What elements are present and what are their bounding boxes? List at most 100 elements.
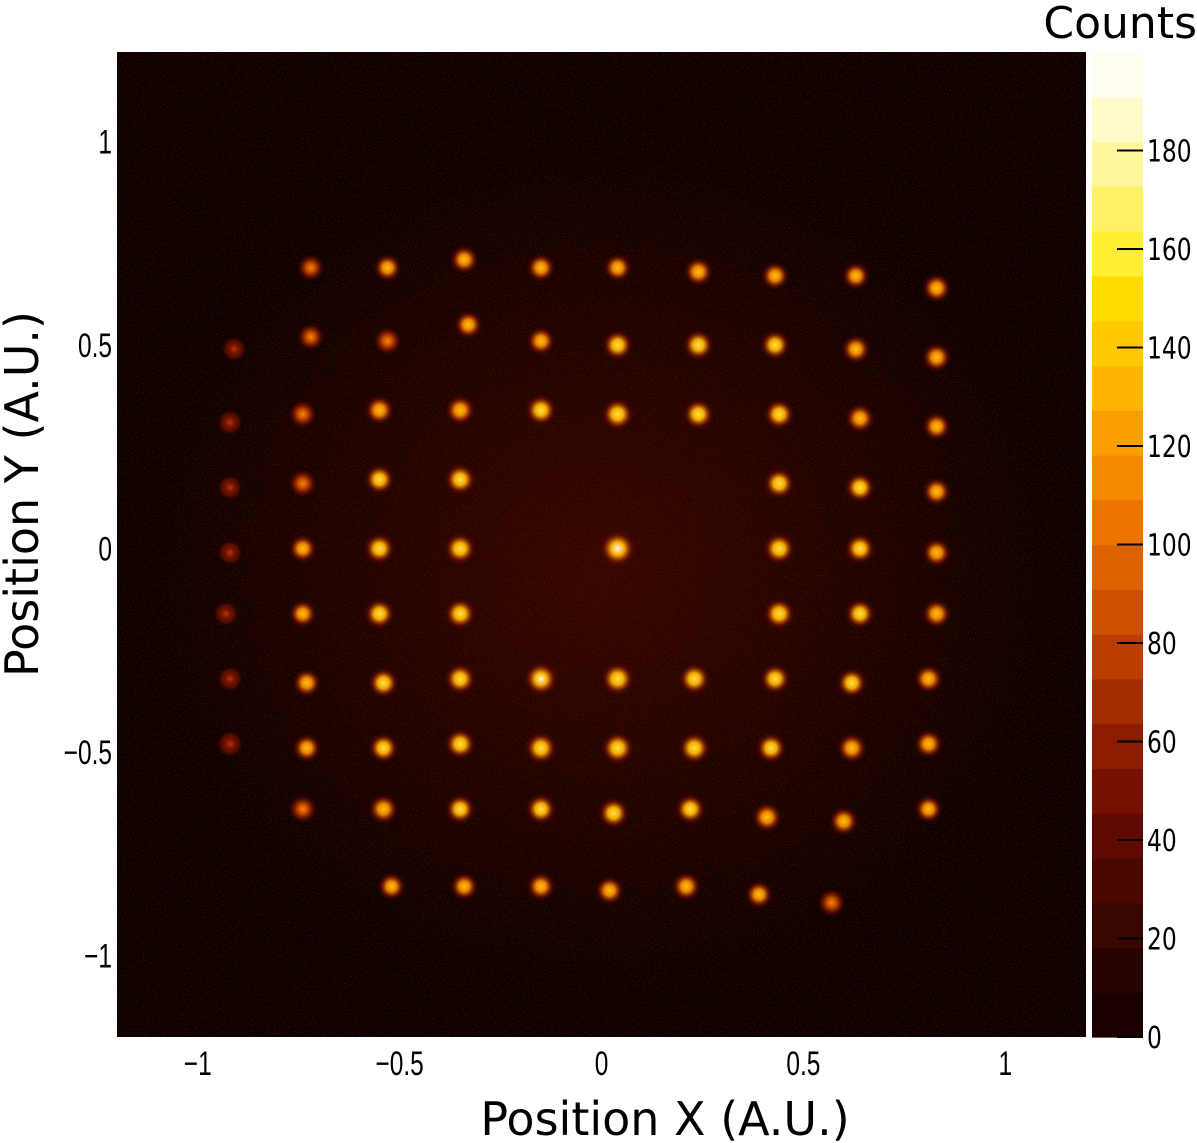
y-tick-label: 0 [98, 531, 112, 569]
spot [673, 792, 707, 826]
spot [525, 252, 557, 283]
spot [367, 793, 400, 826]
spot [921, 411, 952, 442]
spot [221, 336, 247, 362]
spot [443, 531, 478, 566]
colorbar-tick-label: 80 [1147, 627, 1177, 662]
spot [522, 660, 560, 698]
colorbar-tick-label: 160 [1147, 233, 1192, 268]
colorbar-tick-label: 120 [1147, 430, 1192, 465]
spot [921, 476, 952, 507]
spot [762, 531, 797, 566]
spot [217, 666, 243, 692]
colorbar-band [1092, 589, 1143, 635]
colorbar-band [1092, 947, 1143, 993]
spot [367, 666, 400, 700]
y-axis-title: Position Y (A.U.) [0, 311, 49, 677]
spot [448, 244, 480, 275]
spot [291, 732, 322, 764]
spot [921, 598, 953, 630]
spot [921, 537, 952, 568]
spot [843, 597, 877, 630]
spot [840, 333, 872, 365]
spot [288, 794, 318, 824]
colorbar-band [1092, 96, 1143, 143]
spot [843, 471, 877, 504]
x-tick-label: −1 [184, 1045, 212, 1083]
x-tick-label: 1 [998, 1045, 1012, 1083]
colorbar-band [1092, 768, 1143, 814]
spot [288, 399, 318, 429]
spot [217, 474, 243, 501]
spot [367, 731, 400, 765]
spot [443, 727, 477, 761]
spot [670, 870, 702, 902]
spot [213, 601, 239, 627]
spot [296, 253, 325, 282]
colorbar-tick-label: 140 [1147, 332, 1192, 367]
spot [525, 871, 557, 902]
spot [762, 596, 797, 631]
y-axis-ticks: −1 −0.5 0 0.5 1 [64, 124, 112, 976]
spot [758, 662, 792, 696]
spot [843, 532, 877, 565]
spot [602, 252, 633, 283]
colorbar-band [1092, 275, 1143, 322]
spot [372, 326, 403, 356]
colorbar-band [1092, 454, 1143, 501]
y-tick-label: 0.5 [78, 327, 112, 365]
spot [525, 325, 557, 357]
spot [677, 730, 712, 766]
colorbar-band [1092, 857, 1143, 904]
spot [296, 322, 325, 352]
spot-layer [213, 244, 953, 918]
spot [599, 661, 636, 697]
colorbar-tick-label: 0 [1147, 1021, 1162, 1056]
colorbar-band [1092, 678, 1143, 725]
colorbar: 0 20 40 60 80 100 120 140 160 180 [1092, 52, 1192, 1056]
x-axis-ticks: −1 −0.5 0 0.5 1 [184, 1045, 1012, 1083]
spot [594, 875, 625, 906]
colorbar-tick-label: 60 [1147, 726, 1177, 761]
colorbar-tick-label: 100 [1147, 529, 1192, 564]
spot [600, 730, 636, 766]
spot [835, 666, 868, 700]
spot [841, 261, 871, 291]
spot [449, 871, 480, 902]
spot [443, 596, 478, 631]
spot [523, 730, 559, 766]
spot [760, 260, 791, 291]
spot [376, 871, 407, 902]
spot [762, 397, 796, 431]
spot [835, 732, 868, 764]
colorbar-band [1092, 320, 1143, 367]
spot [921, 341, 953, 373]
colorbar-band [1092, 186, 1143, 232]
spot [453, 309, 484, 340]
spot [372, 252, 403, 283]
spot [217, 540, 243, 566]
spot [758, 328, 792, 362]
spot [754, 731, 788, 765]
colorbar-band [1092, 902, 1143, 949]
y-tick-label: 1 [98, 124, 112, 162]
x-tick-label: 0 [595, 1045, 609, 1083]
spot [681, 397, 716, 431]
spot [682, 256, 714, 288]
spot [677, 661, 712, 696]
spot [596, 796, 631, 830]
spot [600, 396, 635, 432]
x-axis-title: Position X (A.U.) [480, 1092, 849, 1143]
spot [443, 462, 478, 497]
colorbar-band [1092, 410, 1143, 456]
spot [217, 409, 243, 436]
colorbar-title: Counts [1043, 0, 1197, 49]
colorbar-tick-label: 20 [1147, 923, 1177, 958]
spot [913, 728, 944, 760]
spot [751, 801, 783, 834]
spot [601, 328, 635, 362]
spot [844, 402, 876, 435]
x-tick-label: −0.5 [375, 1045, 423, 1083]
spot [288, 468, 318, 499]
